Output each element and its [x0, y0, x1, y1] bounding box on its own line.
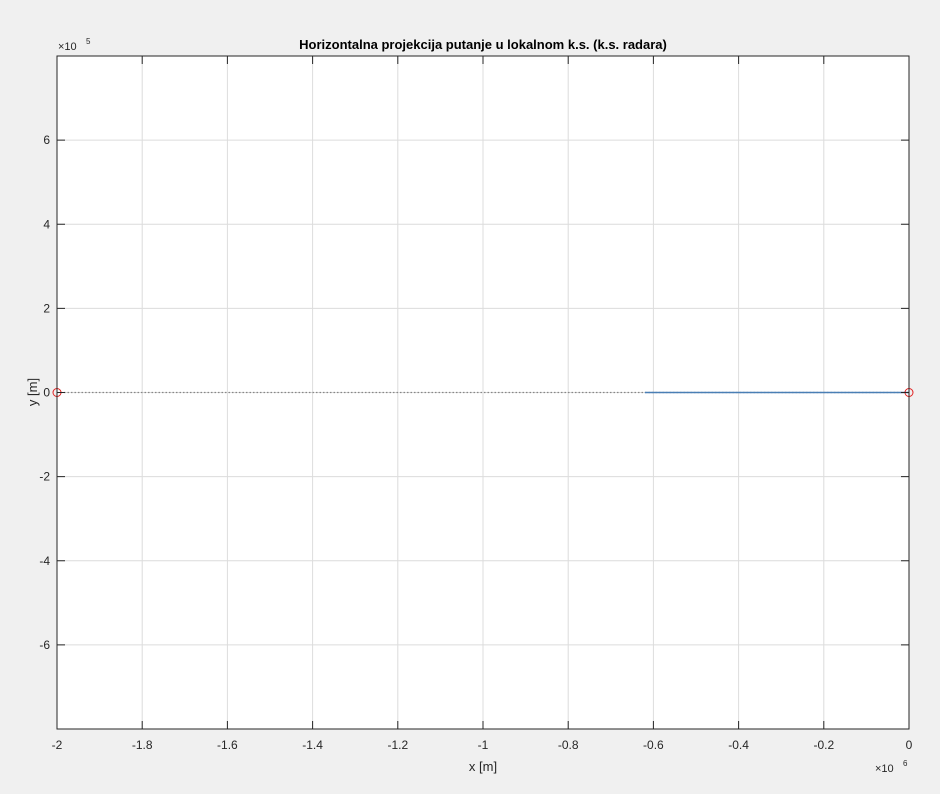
ticks [56, 56, 910, 729]
x-tick-label: -0.2 [813, 738, 834, 752]
x-tick-label: -0.4 [728, 738, 749, 752]
x-exponent-power: 6 [903, 759, 908, 768]
y-exponent-power: 5 [86, 37, 91, 46]
x-tick-label: -0.8 [558, 738, 579, 752]
x-tick-label: -1.8 [132, 738, 153, 752]
tick-labels: -2 -1.8 -1.6 -1.4 -1.2 -1 -0.8 -0.6 -0.4 -0.2 0 -6 -… [39, 133, 912, 752]
y-axis-label: y [m] [25, 378, 40, 406]
x-tick-label: -0.6 [643, 738, 664, 752]
x-axis-label: x [m] [469, 759, 497, 774]
x-exponent-base: ×10 [875, 763, 894, 775]
y-tick-label: -2 [39, 470, 50, 484]
x-tick-label: -1.2 [387, 738, 408, 752]
y-exponent: ×10 5 [58, 37, 91, 53]
y-tick-label: 2 [43, 301, 50, 315]
x-tick-label: 0 [906, 738, 913, 752]
y-tick-label: 4 [43, 217, 50, 231]
grid [57, 56, 909, 729]
y-tick-label: -4 [39, 554, 50, 568]
y-tick-label: 6 [43, 133, 50, 147]
x-exponent: ×10 6 [875, 759, 908, 775]
chart-title: Horizontalna projekcija putanje u lokaln… [299, 37, 667, 52]
x-tick-label: -2 [52, 738, 63, 752]
y-tick-label: -6 [39, 638, 50, 652]
y-tick-label: 0 [43, 386, 50, 400]
x-tick-label: -1.4 [302, 738, 323, 752]
x-tick-label: -1.6 [217, 738, 238, 752]
x-tick-label: -1 [478, 738, 489, 752]
y-exponent-base: ×10 [58, 41, 77, 53]
